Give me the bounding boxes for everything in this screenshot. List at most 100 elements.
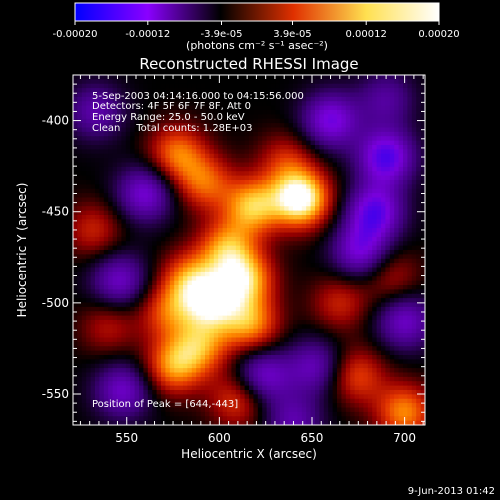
heatmap-cell	[411, 180, 417, 185]
heatmap-cell	[191, 118, 197, 124]
heatmap-cell	[209, 140, 215, 146]
heatmap-cell	[420, 188, 425, 194]
heatmap-cell	[147, 223, 153, 229]
heatmap-cell	[381, 136, 386, 142]
heatmap-cell	[385, 92, 391, 98]
heatmap-cell	[288, 311, 294, 317]
heatmap-cell	[271, 175, 276, 181]
heatmap-cell	[103, 79, 109, 85]
heatmap-cell	[385, 320, 391, 325]
heatmap-cell	[403, 298, 408, 304]
heatmap-cell	[288, 210, 294, 216]
heatmap-cell	[345, 328, 351, 334]
heatmap-cell	[121, 188, 127, 194]
heatmap-cell	[372, 245, 378, 251]
heatmap-cell	[372, 201, 378, 207]
heatmap-cell	[99, 206, 105, 212]
heatmap-cell	[77, 293, 83, 299]
heatmap-cell	[403, 140, 408, 146]
heatmap-cell	[73, 276, 78, 282]
heatmap-cell	[152, 328, 158, 334]
heatmap-cell	[271, 206, 276, 212]
heatmap-cell	[86, 254, 92, 260]
heatmap-cell	[257, 293, 263, 299]
colorbar-tick-label: 3.9e-05	[273, 29, 311, 40]
heatmap-cell	[231, 149, 237, 155]
heatmap-cell	[121, 127, 127, 133]
heatmap-cell	[354, 315, 360, 321]
heatmap-cell	[367, 341, 373, 347]
heatmap-cell	[411, 324, 417, 330]
heatmap-cell	[169, 145, 175, 150]
heatmap-cell	[103, 201, 109, 207]
heatmap-cell	[95, 267, 100, 273]
heatmap-cell	[86, 131, 92, 137]
heatmap-cell	[372, 285, 378, 290]
heatmap-cell	[275, 75, 281, 80]
heatmap-cell	[200, 171, 206, 177]
heatmap-cell	[385, 236, 391, 242]
heatmap-cell	[310, 118, 316, 124]
heatmap-cell	[235, 315, 241, 321]
heatmap-cell	[345, 258, 351, 264]
heatmap-cell	[130, 245, 136, 251]
heatmap-cell	[209, 88, 215, 94]
heatmap-cell	[275, 127, 281, 133]
heatmap-cell	[103, 171, 109, 177]
heatmap-cell	[95, 118, 100, 124]
heatmap-cell	[112, 180, 118, 185]
heatmap-cell	[341, 153, 347, 159]
heatmap-cell	[284, 193, 290, 199]
heatmap-cell	[183, 333, 188, 339]
heatmap-cell	[354, 289, 360, 295]
heatmap-cell	[240, 83, 246, 89]
heatmap-cell	[90, 184, 96, 190]
heatmap-cell	[240, 193, 246, 199]
heatmap-cell	[372, 140, 378, 146]
heatmap-cell	[315, 101, 320, 107]
heatmap-cell	[81, 333, 87, 339]
heatmap-cell	[95, 250, 100, 255]
heatmap-cell	[389, 136, 395, 142]
heatmap-cell	[161, 337, 166, 343]
heatmap-cell	[213, 153, 219, 159]
heatmap-cell	[293, 215, 298, 220]
heatmap-cell	[297, 306, 303, 312]
heatmap-cell	[169, 171, 175, 177]
heatmap-cell	[345, 188, 351, 194]
heatmap-cell	[178, 285, 184, 290]
heatmap-cell	[297, 145, 303, 150]
heatmap-cell	[240, 328, 246, 334]
heatmap-cell	[99, 201, 105, 207]
heatmap-cell	[389, 215, 395, 220]
heatmap-cell	[275, 105, 281, 111]
heatmap-cell	[306, 162, 312, 168]
heatmap-cell	[178, 254, 184, 260]
heatmap-cell	[407, 223, 413, 229]
heatmap-cell	[389, 118, 395, 124]
heatmap-cell	[139, 333, 144, 339]
heatmap-cell	[341, 337, 347, 343]
heatmap-cell	[363, 114, 369, 120]
heatmap-cell	[420, 166, 425, 172]
heatmap-cell	[345, 298, 351, 304]
heatmap-cell	[147, 136, 153, 142]
heatmap-cell	[99, 184, 105, 190]
heatmap-cell	[209, 166, 215, 172]
heatmap-cell	[152, 171, 158, 177]
heatmap-cell	[376, 114, 382, 120]
heatmap-cell	[152, 285, 158, 290]
heatmap-cell	[147, 92, 153, 98]
heatmap-cell	[315, 153, 320, 159]
heatmap-cell	[416, 311, 422, 317]
heatmap-cell	[262, 166, 268, 172]
heatmap-cell	[77, 250, 83, 255]
heatmap-cell	[187, 210, 193, 216]
heatmap-cell	[253, 271, 259, 277]
heatmap-cell	[407, 162, 413, 168]
heatmap-cell	[275, 215, 281, 220]
heatmap-cell	[125, 302, 131, 308]
heatmap-cell	[376, 184, 382, 190]
heatmap-cell	[389, 180, 395, 185]
heatmap-cell	[73, 219, 78, 225]
